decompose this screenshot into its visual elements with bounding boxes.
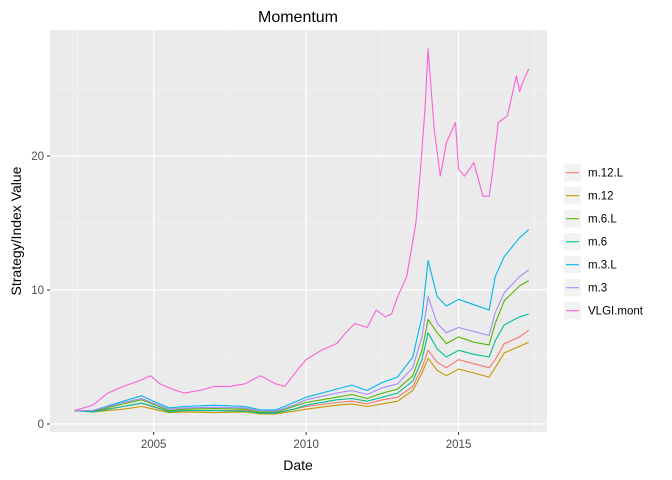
plot-panel [50, 30, 547, 432]
series-line-m.6 [74, 313, 529, 414]
series-line-m.12 [74, 341, 529, 415]
grid-lines [50, 30, 547, 432]
x-tick-label: 2005 [141, 439, 167, 451]
legend-label-m.3.L: m.3.L [588, 260, 617, 272]
legend-label-m.12.L: m.12.L [588, 168, 624, 180]
y-tick-label: 20 [31, 151, 44, 163]
series-line-m.6.L [74, 280, 529, 413]
series-line-m.3.L [74, 229, 530, 412]
legend-label-m.12: m.12 [588, 191, 614, 203]
series-line-VLGI.mont [74, 48, 530, 412]
y-tick-label: 0 [38, 419, 44, 431]
series-line-m.3 [74, 269, 530, 412]
x-axis: 2005 2010 2015 [141, 432, 472, 451]
series-lines [74, 48, 530, 415]
chart-title: Momentum [258, 9, 338, 26]
y-axis: 0 10 20 [31, 151, 50, 431]
legend-label-m.6.L: m.6.L [588, 214, 617, 226]
x-tick-label: 2015 [446, 439, 472, 451]
x-axis-label: Date [283, 457, 313, 473]
y-axis-label: Strategy/Index Value [8, 166, 24, 295]
legend-label-VLGI.mont: VLGI.mont [588, 306, 644, 318]
x-tick-label: 2010 [293, 439, 319, 451]
legend: m.12.L m.12 m.6.L m.6 m.3.L m.3 VLGI.mont [564, 164, 644, 320]
y-tick-label: 10 [31, 285, 44, 297]
legend-label-m.3: m.3 [588, 283, 607, 295]
legend-label-m.6: m.6 [588, 237, 607, 249]
